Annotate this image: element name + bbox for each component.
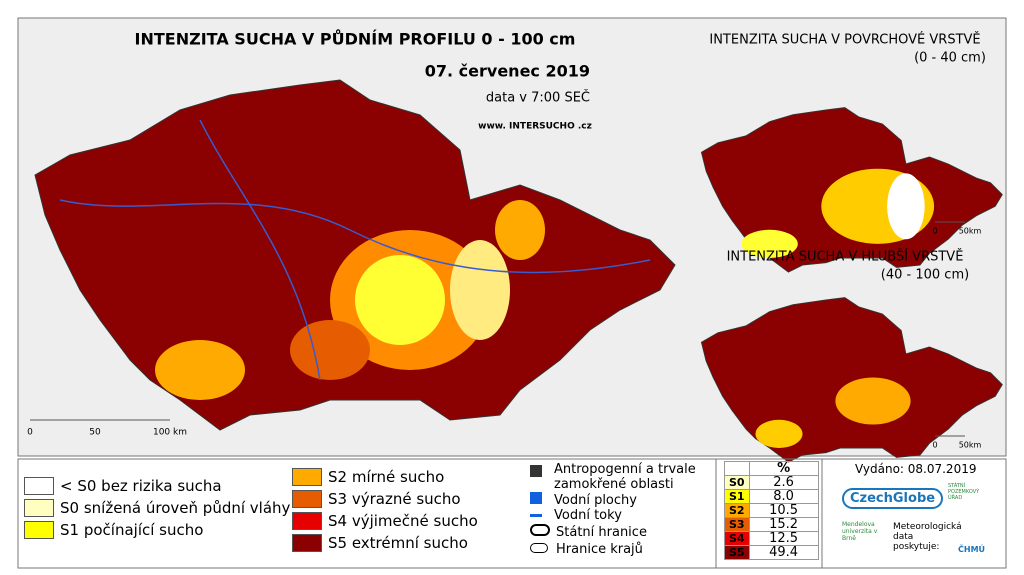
- scale-label: 50km: [959, 441, 982, 450]
- time: data v 7:00 SEČ: [486, 90, 590, 106]
- stats-class: S0: [724, 475, 750, 490]
- legend-item: S5 extrémní sucho: [292, 534, 468, 552]
- feature-item: Vodní toky: [530, 508, 622, 523]
- stats-value: 10.5: [748, 503, 819, 518]
- legend-frame: [17, 458, 1007, 569]
- legend-item: S1 počínající sucho: [24, 521, 203, 539]
- inset-bottom: [700, 297, 1003, 463]
- logo-chmu: ČHMÚ: [958, 545, 986, 554]
- stats-row: S2 10.5: [724, 503, 819, 518]
- stats-value: 8.0: [748, 489, 819, 504]
- stats-row: S5 49.4: [724, 545, 819, 560]
- scale-label: 50: [89, 428, 101, 438]
- scale-label: 0: [932, 227, 937, 236]
- issued: Vydáno: 08.07.2019: [855, 462, 977, 476]
- stats-header: %: [748, 461, 819, 476]
- inset-top: [700, 107, 1003, 273]
- stats-class: S5: [724, 545, 750, 560]
- feature-item: Státní hranice: [530, 524, 647, 540]
- legend-item: S0 snížená úroveň půdní vláhy: [24, 499, 290, 517]
- stats-class: S1: [724, 489, 750, 504]
- feature-item: Hranice krajů: [530, 542, 643, 557]
- inset-subtitle: (40 - 100 cm): [881, 268, 969, 283]
- legend-item: S3 výrazné sucho: [292, 490, 461, 508]
- stats-class: S4: [724, 531, 750, 546]
- logo-spu: STÁTNÍ POZEMKOVÝ ÚŘAD: [948, 483, 980, 501]
- logo-mendel: Mendelova univerzita v Brně: [842, 521, 878, 542]
- scale-label: 50km: [959, 227, 982, 236]
- stats-value: 15.2: [748, 517, 819, 532]
- scale-label: 0: [932, 441, 937, 450]
- logo-czechglobe: CzechGlobe: [842, 488, 944, 509]
- title: INTENZITA SUCHA V PŮDNÍM PROFILU 0 - 100…: [135, 30, 576, 49]
- date: 07. červenec 2019: [425, 62, 590, 81]
- stats-class: S3: [724, 517, 750, 532]
- stats-row: S0 2.6: [724, 475, 819, 490]
- legend-item: S4 výjimečné sucho: [292, 512, 478, 530]
- stats-value: 2.6: [748, 475, 819, 490]
- stats-class: S2: [724, 503, 750, 518]
- inset-subtitle: (0 - 40 cm): [914, 51, 986, 66]
- inset-title: INTENZITA SUCHA V HLUBŠÍ VRSTVĚ: [727, 249, 964, 265]
- stats-value: 12.5: [748, 531, 819, 546]
- feature-item: Antropogenní a trvale zamokřené oblasti: [530, 462, 710, 492]
- stats-row: S3 15.2: [724, 517, 819, 532]
- stats-row: S4 12.5: [724, 531, 819, 546]
- scale-label: 100 km: [153, 428, 187, 438]
- logo-meteo: Meteorologická data poskytuje:: [893, 522, 962, 552]
- stats-value: 49.4: [748, 545, 819, 560]
- inset-title: INTENZITA SUCHA V POVRCHOVÉ VRSTVĚ: [709, 32, 980, 48]
- stats-row: S1 8.0: [724, 489, 819, 504]
- stats-table: % S0 2.6 S1 8.0 S2 10.5 S3 15.2 S4 12.5 S5 49.4: [724, 461, 819, 560]
- legend-item: < S0 bez rizika sucha: [24, 477, 222, 495]
- main-map: [34, 79, 676, 431]
- legend-item: S2 mírné sucho: [292, 468, 444, 486]
- website: www. INTERSUCHO .cz: [478, 122, 592, 132]
- scale-label: 0: [27, 428, 33, 438]
- feature-item: Vodní plochy: [530, 492, 637, 508]
